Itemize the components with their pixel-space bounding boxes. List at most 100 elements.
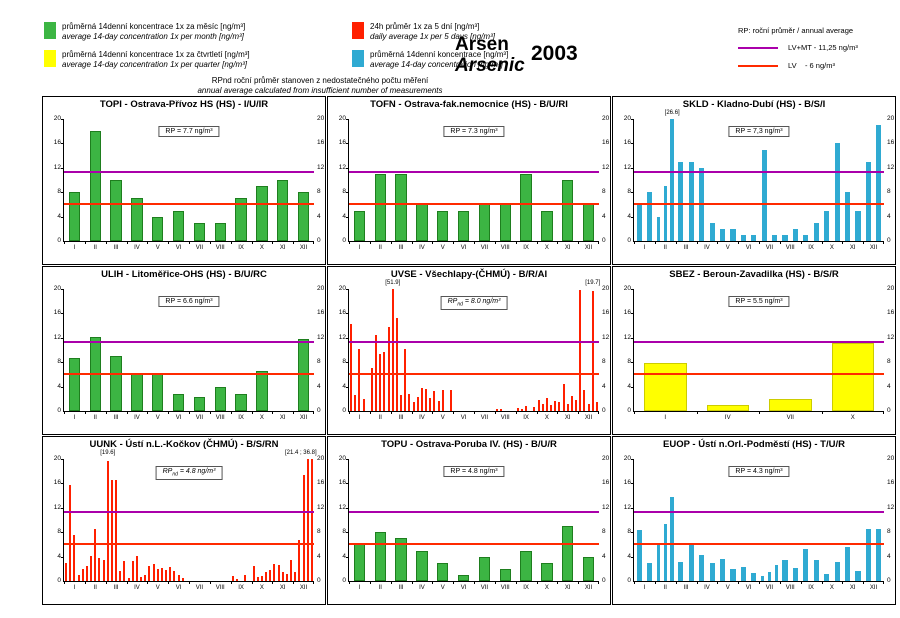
rp-label: RP = 7.7 ng/m³ — [158, 126, 220, 138]
y-tick-mark — [631, 119, 634, 120]
bar — [160, 567, 163, 581]
bar — [90, 556, 93, 581]
x-tick-label: X — [259, 415, 264, 421]
bar — [214, 222, 226, 241]
chart-title-TOPI: TOPI - Ostrava-Přívoz HS (HS) - I/U/IR — [99, 99, 269, 110]
x-tick-mark — [147, 581, 149, 584]
x-tick-mark — [147, 241, 149, 244]
x-tick-mark — [842, 581, 844, 584]
x-tick-mark — [453, 411, 455, 414]
bar — [115, 479, 118, 581]
bar — [412, 401, 415, 411]
bar — [554, 401, 557, 411]
bar — [144, 574, 147, 581]
bar — [678, 562, 684, 581]
y-tick-label: 4 — [57, 212, 61, 220]
bar — [110, 180, 122, 241]
x-tick-mark — [251, 581, 253, 584]
bar — [256, 186, 268, 241]
y-tick-label: 12 — [338, 333, 346, 341]
bar — [865, 528, 871, 581]
bar — [353, 544, 366, 581]
y-tick-mark — [631, 483, 634, 485]
page-title-en: Arsenic — [455, 55, 525, 76]
bar — [404, 348, 407, 411]
chart-SBEZ: SBEZ - Beroun-Zavadilka (HS) - B/S/R 0 0 4 4… — [612, 266, 896, 435]
y-tick-mark — [631, 167, 634, 169]
x-tick-mark — [209, 411, 211, 414]
y-tick-label: 4 — [627, 382, 631, 390]
rp-legend-lv: LV - 6 ng/m³ — [738, 61, 858, 70]
bar-annotation: [51.9] — [385, 280, 401, 286]
x-tick-label: VIII — [785, 585, 795, 591]
x-tick-mark — [779, 581, 781, 584]
y-tick-label: 20 — [338, 285, 346, 292]
bar — [437, 210, 449, 241]
y-tick-label: 0 — [317, 577, 321, 584]
y-tick-label: 20 — [623, 115, 631, 122]
y-tick-label: 0 — [57, 407, 61, 414]
x-tick-mark — [800, 581, 802, 584]
x-tick-label: VII — [195, 585, 204, 591]
bar — [98, 557, 101, 581]
x-tick-mark — [313, 411, 314, 414]
y-tick-label: 20 — [887, 455, 895, 462]
bar — [520, 173, 532, 241]
legend-daily-en: daily average 1x per 5 days [ng/m³] — [370, 32, 495, 41]
bar — [177, 574, 180, 581]
x-tick-mark — [293, 411, 295, 414]
chart-title-UVSE: UVSE - Všechlapy-(ČHMÚ) - B/R/AI — [390, 269, 548, 280]
y-tick-mark — [631, 532, 634, 534]
y-tick-label: 20 — [887, 115, 895, 122]
x-tick-mark — [578, 411, 580, 414]
x-tick-label: XII — [869, 585, 878, 591]
legend-item-14day: průměrná 14denní koncentrace [ng/m³] ave… — [352, 50, 508, 70]
bar — [855, 210, 861, 241]
bar — [499, 204, 511, 241]
legend-monthly-en: average 14-day concentration 1x per mont… — [62, 32, 244, 41]
x-axis-labels: I II III IV V VI VII VIII IX X XI XII — [64, 585, 314, 591]
bar — [582, 556, 595, 581]
x-tick-label: II — [93, 245, 97, 251]
bar — [730, 228, 736, 241]
x-tick-label: IV — [704, 585, 710, 591]
y-tick-label: 0 — [602, 577, 606, 584]
x-tick-mark — [738, 241, 740, 244]
x-tick-mark — [453, 581, 455, 584]
x-tick-label: VIII — [215, 585, 225, 591]
y-tick-mark — [61, 556, 64, 558]
ref-line-lv — [349, 373, 599, 376]
bar — [408, 393, 411, 411]
bar — [387, 326, 390, 411]
x-tick-label: I — [664, 415, 667, 421]
bar — [533, 407, 536, 411]
y-tick-label: 4 — [57, 382, 61, 390]
page-title-cz: Arsen — [455, 34, 509, 55]
y-tick-label: 8 — [317, 188, 321, 196]
x-tick-label: IV — [724, 415, 731, 421]
x-tick-mark — [536, 581, 538, 584]
x-tick-mark — [821, 581, 823, 584]
y-tick-label: 16 — [623, 309, 631, 317]
bar — [156, 569, 159, 581]
bar — [68, 192, 81, 241]
bar — [235, 198, 247, 241]
bar — [813, 560, 819, 581]
y-tick-mark — [346, 386, 349, 388]
bar — [374, 532, 386, 581]
cyan-swatch-icon — [352, 50, 364, 67]
chart-title-ULIH: ULIH - Litoměřice-OHS (HS) - B/U/RC — [101, 269, 267, 280]
y-tick-mark — [346, 289, 349, 290]
x-tick-label: I — [643, 585, 646, 591]
bar — [297, 192, 310, 241]
bar — [269, 570, 272, 581]
bar — [844, 192, 851, 241]
y-tick-label: 0 — [627, 237, 631, 244]
y-tick-label: 12 — [623, 163, 631, 171]
bar — [516, 407, 519, 411]
x-tick-label: V — [725, 585, 730, 591]
y-tick-mark — [631, 386, 634, 388]
bar — [131, 198, 143, 241]
y-tick-label: 20 — [602, 285, 610, 292]
x-axis-labels: I II III IV V VI VII VIII IX X XI XII — [349, 415, 599, 421]
